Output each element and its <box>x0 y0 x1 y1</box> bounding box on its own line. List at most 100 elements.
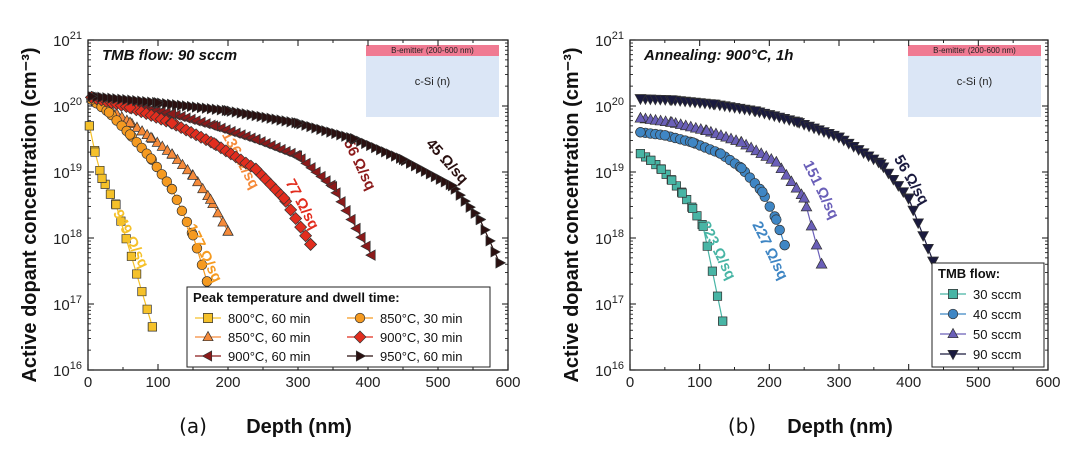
x-tick-label: 0 <box>84 374 92 391</box>
data-point <box>131 121 143 132</box>
data-point <box>145 131 157 142</box>
data-point <box>304 237 318 251</box>
data-point <box>718 316 728 326</box>
data-point <box>156 169 167 180</box>
data-point <box>116 216 126 226</box>
data-point <box>187 230 199 241</box>
data-point <box>665 116 678 127</box>
data-point <box>191 243 203 254</box>
series-0: 823 Ω/sq <box>635 149 739 326</box>
data-point <box>635 127 646 138</box>
data-point <box>688 203 698 214</box>
data-point <box>341 130 352 142</box>
data-point <box>376 144 387 156</box>
data-point <box>171 153 184 164</box>
y-tick-label: 1017 <box>53 294 82 314</box>
legend-marker <box>947 349 959 361</box>
data-point <box>667 175 677 185</box>
data-point <box>111 200 121 210</box>
sheet-resistance-label: 177 Ω/sq <box>183 221 226 285</box>
legend: Peak temperature and dwell time: 800°C, 6… <box>186 286 491 368</box>
legend-item: 900°C, 60 min <box>195 349 311 364</box>
data-point <box>420 165 432 177</box>
legend-item: 900°C, 30 min <box>347 330 463 345</box>
data-point <box>84 121 94 131</box>
data-point <box>490 246 501 258</box>
x-tick-label: 400 <box>355 374 380 391</box>
data-point <box>122 94 133 106</box>
y-tick-label: 1018 <box>595 228 624 248</box>
data-point <box>266 112 277 124</box>
data-point <box>223 105 235 117</box>
x-tick-label: 0 <box>626 374 634 391</box>
data-point <box>289 212 303 225</box>
data-point <box>435 173 447 185</box>
y-axis-label: Active dopant concentration (cm⁻³) <box>561 47 583 382</box>
data-point <box>107 92 118 104</box>
y-tick-label: 1016 <box>595 360 624 380</box>
legend-label: 800°C, 60 min <box>228 311 311 326</box>
legend-marker <box>202 330 214 342</box>
data-point <box>176 158 189 170</box>
data-point <box>922 243 934 255</box>
data-point <box>147 96 158 108</box>
legend-marker <box>201 350 213 362</box>
data-point <box>121 234 131 244</box>
data-point <box>306 120 317 133</box>
y-tick-label: 1021 <box>595 30 624 50</box>
y-tick-label: 1018 <box>53 228 82 248</box>
data-point <box>485 235 496 247</box>
legend-marker <box>355 350 367 362</box>
data-point <box>326 126 337 138</box>
data-point <box>757 186 768 198</box>
data-point <box>810 238 823 250</box>
data-point <box>196 101 208 114</box>
legend-item: 850°C, 60 min <box>195 330 311 345</box>
data-point <box>171 194 183 206</box>
data-point <box>305 162 316 174</box>
data-point <box>749 106 762 118</box>
panel-label: (b) <box>728 414 756 438</box>
legend-marker <box>203 313 213 323</box>
data-point <box>912 218 925 230</box>
data-point <box>345 213 356 226</box>
data-point <box>659 130 671 141</box>
data-point <box>707 99 720 111</box>
legend-item: 40 sccm <box>940 307 1021 322</box>
y-tick-label: 1019 <box>595 162 624 182</box>
data-point <box>216 104 228 116</box>
c-si-substrate <box>908 45 1041 117</box>
data-point <box>281 115 292 127</box>
data-point <box>677 188 687 198</box>
x-tick-label: 100 <box>687 374 712 391</box>
legend-item: 50 sccm <box>940 327 1021 342</box>
legend-item: 800°C, 60 min <box>195 311 311 326</box>
data-point <box>715 148 726 159</box>
data-point <box>475 213 487 226</box>
x-tick-label: 100 <box>145 374 170 391</box>
legend-label: 40 sccm <box>973 307 1021 322</box>
data-point <box>336 129 347 141</box>
data-point <box>326 180 338 193</box>
sheet-resistance-label: 823 Ω/sq <box>696 219 739 283</box>
data-point <box>656 164 666 174</box>
y-tick-label: 1016 <box>53 360 82 380</box>
data-point <box>284 203 298 217</box>
x-tick-label: 200 <box>757 374 782 391</box>
data-point <box>132 269 142 279</box>
legend-item: 30 sccm <box>940 287 1021 302</box>
legend-item: 850°C, 30 min <box>347 311 463 326</box>
data-point <box>291 150 303 162</box>
data-point <box>340 205 351 217</box>
legend-marker <box>947 308 959 320</box>
data-point <box>187 100 198 113</box>
data-point <box>736 162 747 174</box>
data-point <box>410 160 422 172</box>
data-point <box>182 100 193 112</box>
legend-label: 850°C, 30 min <box>380 311 463 326</box>
substrate-label: c-Si (n) <box>957 76 992 88</box>
data-point <box>764 201 775 212</box>
data-point <box>480 224 491 236</box>
legend-label: 900°C, 30 min <box>380 330 463 345</box>
